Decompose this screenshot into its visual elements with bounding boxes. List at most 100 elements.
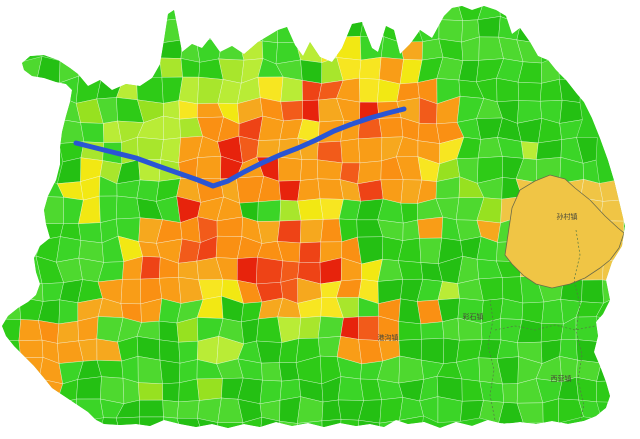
map-cell bbox=[137, 356, 163, 385]
map-cell bbox=[158, 320, 179, 343]
map-cell bbox=[420, 321, 445, 340]
map-cell bbox=[359, 77, 380, 103]
map-cell bbox=[317, 316, 344, 339]
map-cell bbox=[58, 299, 79, 325]
map-cell bbox=[320, 218, 343, 243]
map-cell bbox=[80, 122, 105, 143]
map-cell bbox=[122, 377, 140, 405]
map-cell bbox=[478, 277, 504, 301]
map-cell bbox=[521, 141, 539, 160]
map-cell bbox=[98, 417, 122, 428]
map-cell bbox=[496, 339, 519, 359]
map-cell bbox=[357, 137, 383, 164]
map-cell bbox=[99, 195, 118, 223]
map-cell bbox=[120, 278, 142, 305]
map-cell bbox=[542, 398, 559, 424]
map-cell bbox=[540, 323, 564, 343]
map-cell bbox=[159, 359, 181, 385]
map-cell bbox=[236, 257, 258, 285]
map-cell bbox=[258, 115, 284, 141]
map-cell bbox=[278, 180, 301, 202]
route-line bbox=[73, 106, 407, 189]
map-cell bbox=[399, 415, 424, 428]
map-cell bbox=[517, 81, 542, 102]
admin-boundary bbox=[573, 229, 585, 421]
map-cell bbox=[277, 156, 303, 182]
map-cell bbox=[400, 202, 418, 224]
map-cell bbox=[340, 316, 359, 340]
map-cell bbox=[160, 137, 181, 164]
map-cell bbox=[176, 400, 200, 419]
map-cell bbox=[541, 299, 564, 325]
map-cell bbox=[316, 159, 343, 180]
map-cell bbox=[438, 19, 464, 43]
map-cell bbox=[239, 416, 263, 428]
map-cell bbox=[402, 219, 420, 241]
map-cell bbox=[241, 318, 259, 345]
map-cell bbox=[417, 122, 441, 144]
map-cell bbox=[539, 79, 563, 102]
map-cell bbox=[337, 376, 364, 401]
map-cell bbox=[298, 241, 321, 263]
map-cell bbox=[178, 76, 200, 105]
map-cell bbox=[297, 178, 321, 202]
map-cell bbox=[398, 321, 422, 341]
admin-boundary bbox=[494, 324, 596, 331]
map-cell bbox=[159, 339, 181, 364]
admin-boundary bbox=[487, 299, 496, 421]
map-cell bbox=[559, 99, 583, 124]
map-cell bbox=[280, 100, 304, 122]
map-cell bbox=[139, 399, 164, 418]
map-cell bbox=[280, 76, 303, 103]
map-cell bbox=[78, 222, 103, 244]
map-cell bbox=[18, 319, 43, 341]
map-cell bbox=[159, 57, 183, 78]
map-cell bbox=[300, 59, 322, 84]
map-cell bbox=[378, 56, 404, 85]
map-cell bbox=[359, 56, 382, 80]
map-cell bbox=[115, 195, 141, 220]
map-cell bbox=[278, 362, 300, 382]
map-cell bbox=[397, 260, 424, 280]
map-cell bbox=[297, 198, 324, 221]
map-cell bbox=[496, 77, 520, 103]
map-cell bbox=[502, 383, 519, 404]
town-label: 西营镇 bbox=[551, 374, 572, 383]
map-cell bbox=[257, 199, 281, 222]
map-cell bbox=[340, 138, 361, 164]
map-cell bbox=[136, 179, 160, 202]
map-cell bbox=[378, 117, 404, 138]
map-cell bbox=[581, 279, 604, 304]
map-cell bbox=[420, 337, 445, 364]
map-cell bbox=[379, 397, 404, 424]
map-cell bbox=[477, 16, 501, 38]
map-cell bbox=[479, 380, 505, 403]
map-cell bbox=[398, 355, 425, 384]
map-cell bbox=[137, 382, 163, 401]
map-cell bbox=[517, 319, 543, 343]
map-cell bbox=[302, 99, 320, 123]
map-cell bbox=[299, 219, 324, 244]
map-cell bbox=[140, 256, 161, 280]
map-cell bbox=[176, 417, 204, 428]
map-cell bbox=[321, 399, 342, 422]
map-cell bbox=[178, 260, 199, 281]
map-cell bbox=[575, 376, 597, 403]
map-cell bbox=[162, 382, 180, 403]
map-cell bbox=[319, 257, 342, 285]
map-cell bbox=[419, 237, 442, 264]
map-cell bbox=[162, 399, 179, 419]
map-cell bbox=[357, 179, 384, 202]
map-cell bbox=[163, 115, 181, 140]
map-cell bbox=[300, 159, 319, 181]
map-cell bbox=[298, 316, 322, 339]
map-cell bbox=[277, 219, 302, 244]
map-cell bbox=[76, 376, 102, 400]
map-cell bbox=[197, 335, 220, 365]
map-cell bbox=[178, 100, 198, 120]
map-cell bbox=[442, 317, 460, 341]
map-cell bbox=[77, 316, 99, 342]
map-cell bbox=[317, 178, 344, 200]
